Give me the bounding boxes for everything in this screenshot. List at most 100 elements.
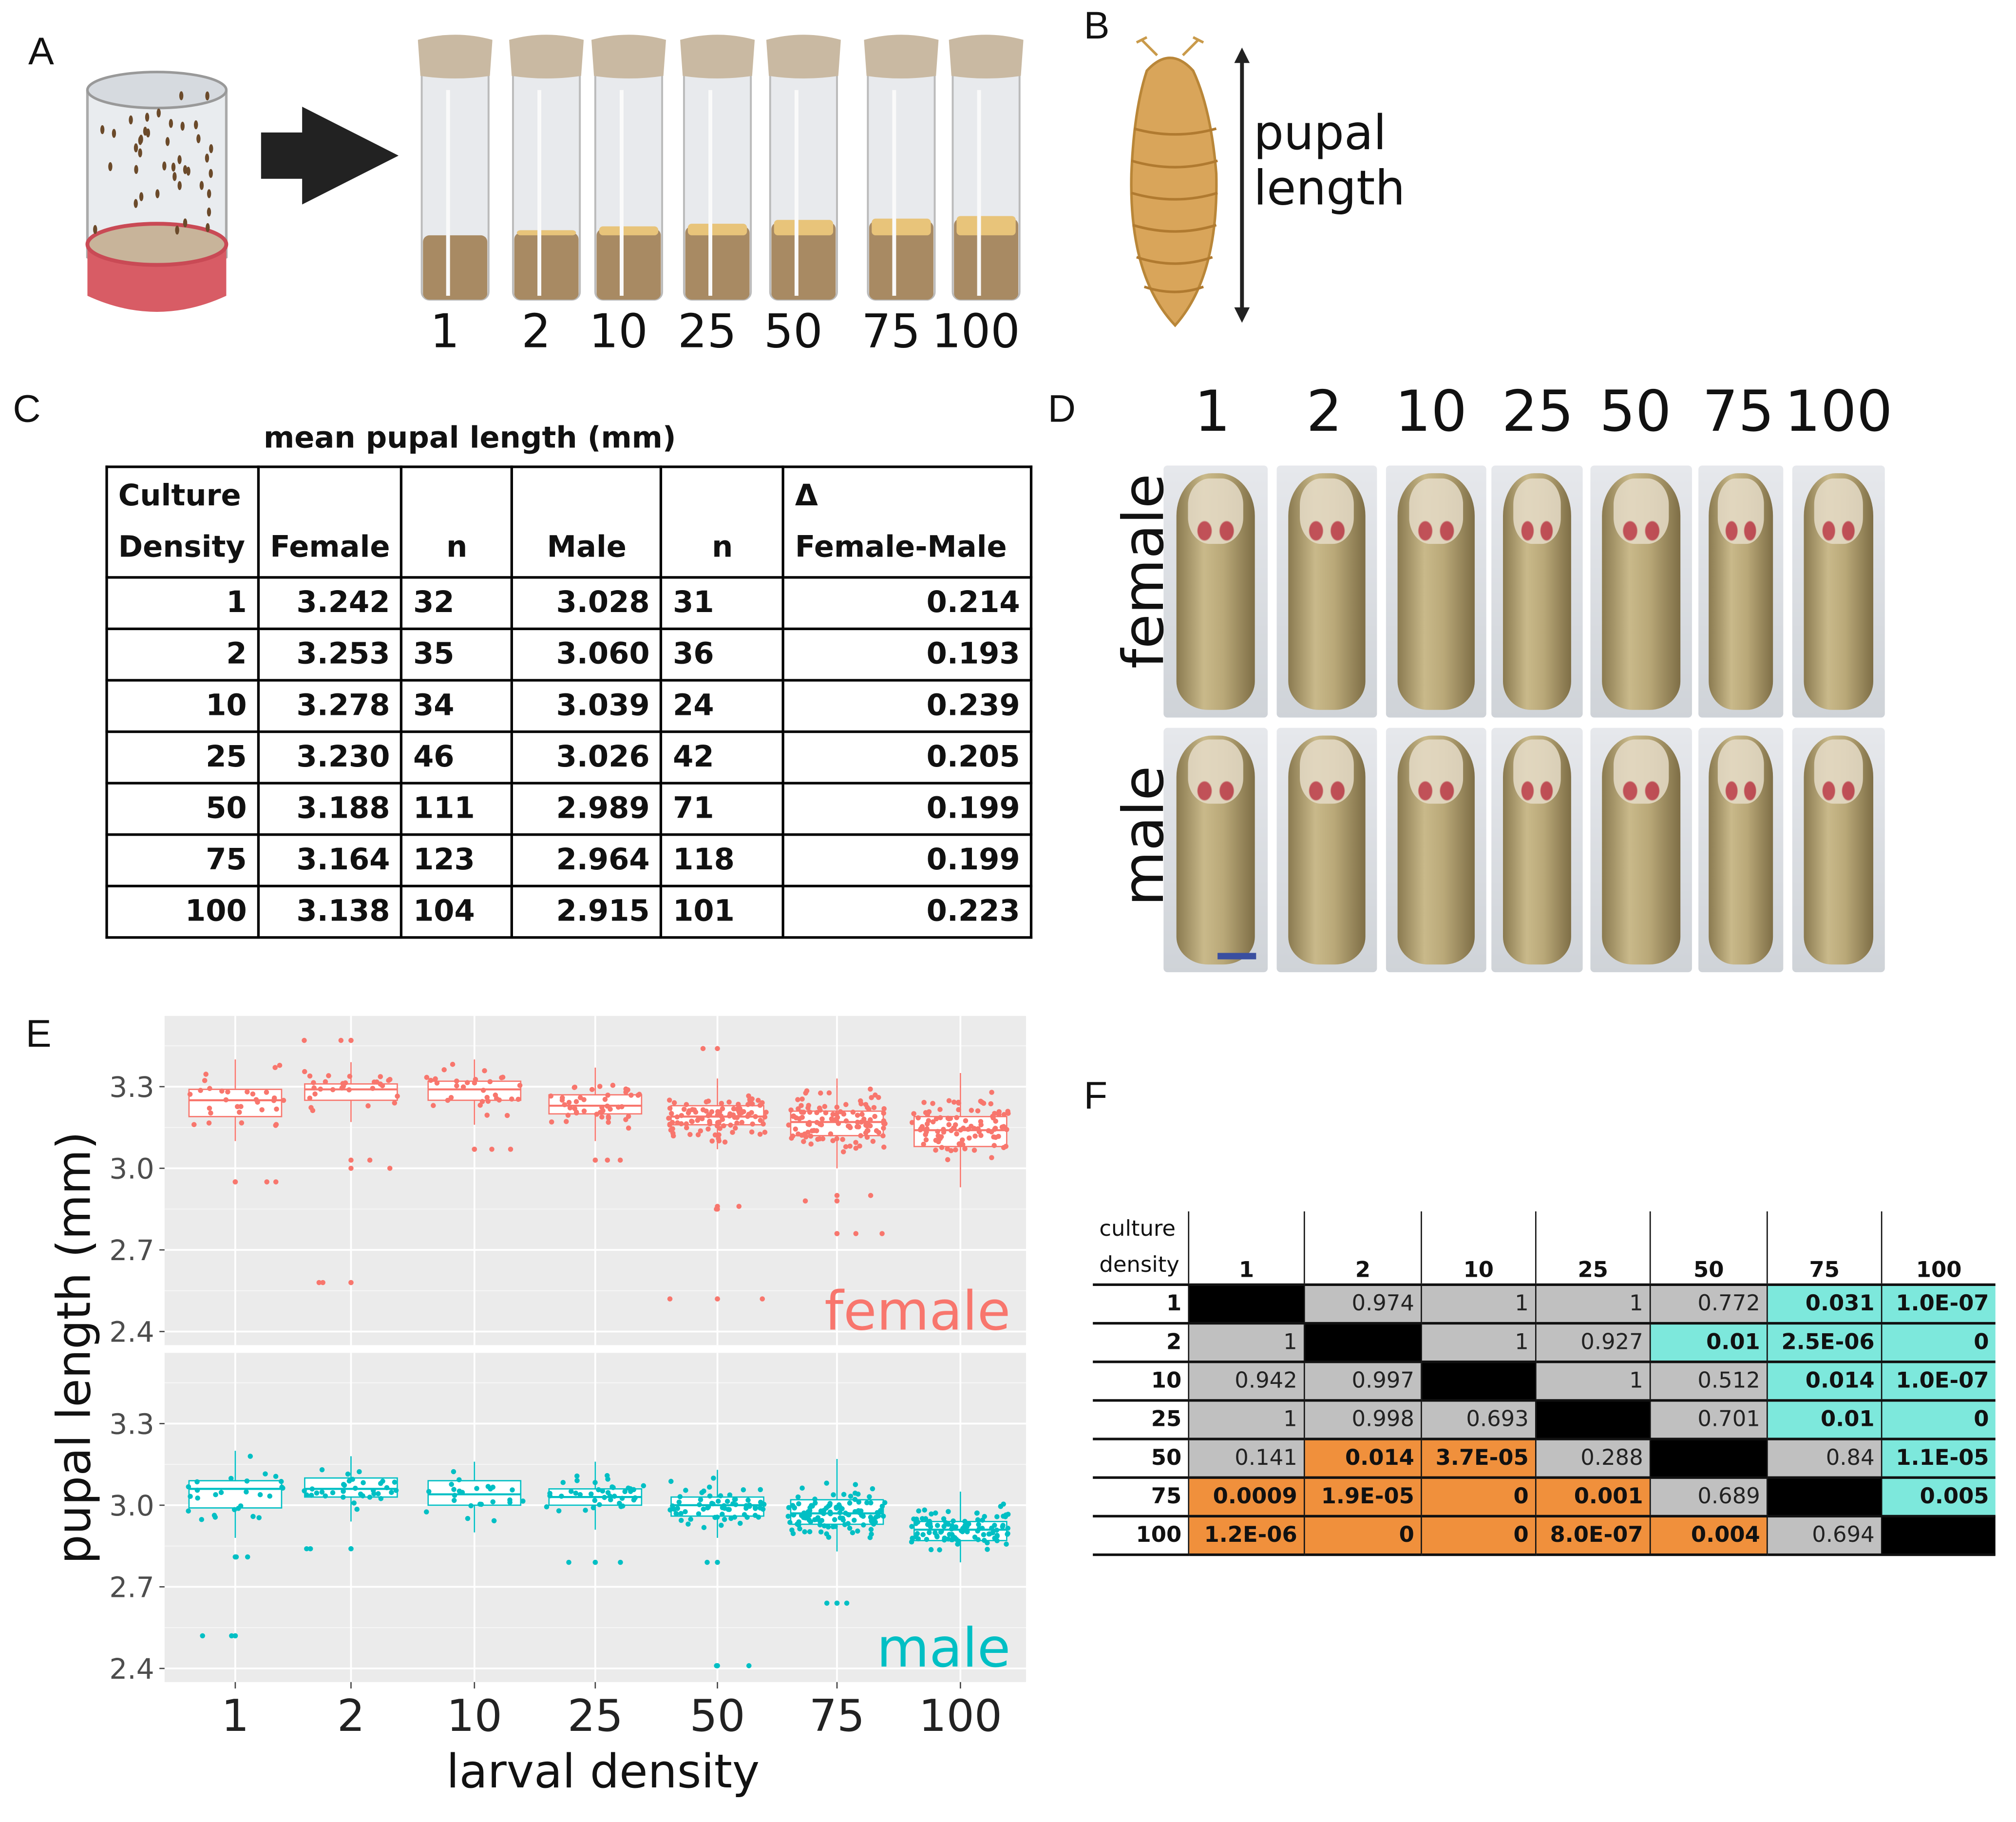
data-point <box>961 1125 966 1131</box>
delta-cell: 0.193 <box>782 627 1033 682</box>
x-tick-label: 100 <box>919 1691 1002 1742</box>
data-point <box>688 1516 693 1522</box>
male-pupa-photo <box>1276 728 1377 973</box>
data-point <box>733 1502 739 1507</box>
col-header: 75 <box>1766 1211 1882 1286</box>
data-point <box>544 1504 550 1510</box>
data-point <box>923 1137 929 1143</box>
male-mean-cell: 3.028 <box>511 576 663 631</box>
data-point <box>508 1147 514 1152</box>
data-point <box>480 1088 486 1093</box>
data-point <box>426 1489 432 1495</box>
matrix-row: 75 0.0009 1.9E-05 0 0.001 0.689 0.005 <box>1093 1477 1996 1518</box>
outlier-point <box>834 1600 840 1606</box>
panel-label-f: F <box>1084 1075 1108 1118</box>
pvalue-cell: 3.7E-05 <box>1421 1439 1536 1479</box>
vial-icon <box>680 35 755 301</box>
pupa-image <box>1602 735 1680 965</box>
data-point <box>485 1098 491 1104</box>
data-point <box>304 1492 309 1498</box>
data-point <box>736 1101 741 1107</box>
data-point <box>749 1129 755 1135</box>
data-point <box>716 1132 722 1138</box>
data-point <box>370 1086 376 1091</box>
photo-column-label: 10 <box>1395 379 1467 445</box>
fly-dot <box>145 113 150 122</box>
pvalue-cell: 1 <box>1188 1323 1305 1363</box>
data-point <box>847 1500 853 1506</box>
data-point <box>307 1095 313 1101</box>
data-point <box>852 1496 858 1502</box>
data-point <box>562 1102 568 1108</box>
data-point <box>975 1108 981 1113</box>
data-point <box>683 1488 688 1493</box>
data-point <box>309 1486 315 1492</box>
data-point <box>933 1137 939 1143</box>
data-point <box>853 1231 859 1236</box>
fly-dot <box>162 161 167 171</box>
x-tick-label: 2 <box>337 1691 365 1742</box>
data-point <box>208 1110 213 1116</box>
data-point <box>808 1141 814 1147</box>
pupa-icon <box>1130 36 1250 327</box>
data-point <box>203 1072 209 1077</box>
data-point <box>200 1633 205 1639</box>
pupa-image <box>1502 473 1572 710</box>
data-point <box>911 1111 916 1116</box>
data-point <box>881 1125 886 1131</box>
pvalue-cell: 0 <box>1881 1323 1996 1363</box>
header-density-2: Density <box>118 531 246 565</box>
photo-column-label: 50 <box>1599 379 1672 445</box>
data-point <box>667 1296 673 1302</box>
data-point <box>812 1500 818 1506</box>
male-mean-cell: 3.060 <box>511 627 663 682</box>
data-point <box>834 1104 840 1110</box>
data-point <box>371 1491 377 1496</box>
data-point <box>699 1490 704 1496</box>
data-point <box>965 1529 970 1534</box>
data-point <box>821 1523 827 1529</box>
data-point <box>339 1085 345 1091</box>
data-point <box>830 1524 836 1530</box>
data-point <box>678 1511 684 1516</box>
data-point <box>814 1128 819 1133</box>
data-point <box>563 1119 569 1124</box>
box-75 <box>786 1078 888 1236</box>
matrix-row: 25 1 0.998 0.693 0.701 0.01 0 <box>1093 1400 1996 1440</box>
data-point <box>191 1122 197 1128</box>
data-point <box>477 1102 483 1108</box>
data-point <box>797 1526 802 1532</box>
fly-dot <box>112 129 116 138</box>
data-point <box>869 1517 875 1522</box>
y-tick-label: 3.3 <box>109 1408 154 1441</box>
data-point <box>219 1088 225 1094</box>
data-point <box>763 1110 769 1115</box>
data-point <box>668 1111 674 1116</box>
data-point <box>831 1492 836 1497</box>
data-point <box>796 1501 801 1507</box>
data-point <box>840 1137 845 1142</box>
data-point <box>949 1537 954 1542</box>
data-point <box>868 1086 873 1092</box>
data-point <box>597 1084 603 1089</box>
data-point <box>628 1093 634 1098</box>
data-point <box>485 1484 491 1489</box>
data-point <box>822 1104 828 1109</box>
data-point <box>666 1115 671 1121</box>
fly-dot <box>183 165 188 174</box>
data-point <box>868 1527 874 1532</box>
box-75 <box>785 1458 888 1606</box>
data-point <box>825 1524 831 1530</box>
data-point <box>789 1135 794 1141</box>
data-point <box>599 1114 605 1120</box>
outlier-point <box>348 1157 354 1163</box>
data-point <box>747 1503 752 1509</box>
data-point <box>685 1521 691 1527</box>
data-point <box>856 1499 861 1505</box>
data-point <box>559 1097 565 1103</box>
box-25 <box>548 1067 643 1163</box>
diagonal-cell <box>1188 1285 1305 1325</box>
fly-cage-icon <box>85 71 228 312</box>
header-female: Female <box>257 465 403 579</box>
data-point <box>635 1093 641 1098</box>
